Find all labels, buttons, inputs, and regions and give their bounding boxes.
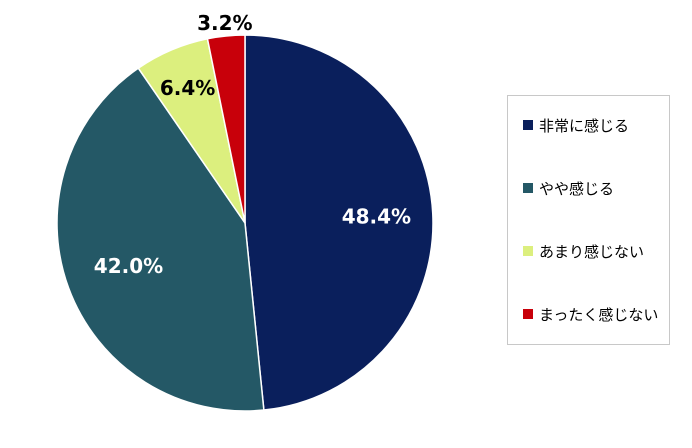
legend-swatch-hijou <box>523 120 533 130</box>
legend-swatch-mattaku <box>523 309 533 319</box>
legend-swatch-amari <box>523 246 533 256</box>
legend-label-amari: あまり感じない <box>539 242 645 261</box>
legend-item-amari: あまり感じない <box>523 241 644 261</box>
slice-label-mattaku: 3.2% <box>197 11 252 35</box>
legend-swatch-yaya <box>523 183 533 193</box>
slice-label-hijou: 48.4% <box>342 204 411 228</box>
pie-slices <box>56 34 434 412</box>
legend-item-yaya: やや感じる <box>523 178 614 198</box>
pie-slice-labels: 48.4% 42.0% 6.4% 3.2% <box>94 11 411 278</box>
legend-item-hijou: 非常に感じる <box>523 115 629 135</box>
pie-slice-hijou <box>244 34 434 411</box>
slice-label-yaya: 42.0% <box>94 254 163 278</box>
legend-item-mattaku: まったく感じない <box>523 304 658 324</box>
pie-slice-mattaku <box>206 34 246 224</box>
legend-label-mattaku: まったく感じない <box>539 305 659 324</box>
legend-label-hijou: 非常に感じる <box>539 116 630 135</box>
pie-slice-yaya <box>56 67 265 412</box>
slice-label-amari: 6.4% <box>160 76 215 100</box>
chart-legend: 非常に感じる やや感じる あまり感じない まったく感じない <box>507 95 670 345</box>
legend-label-yaya: やや感じる <box>539 179 615 198</box>
